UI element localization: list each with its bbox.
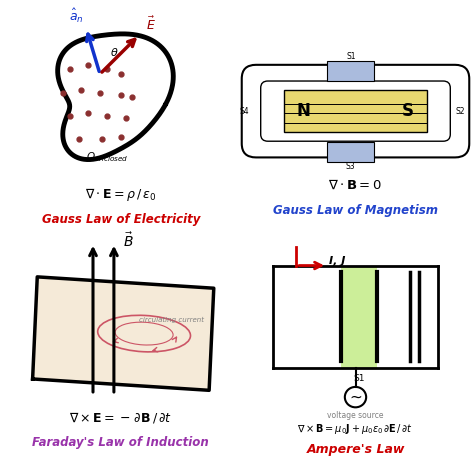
Text: $\vec{E}$: $\vec{E}$ (146, 16, 156, 33)
Text: $\nabla \times \mathbf{E} = -\,\partial\mathbf{B}\,/\,\partial t$: $\nabla \times \mathbf{E} = -\,\partial\… (69, 410, 173, 425)
Text: ~: ~ (349, 390, 362, 405)
Text: voltage source: voltage source (327, 411, 384, 420)
Bar (327, 61, 374, 81)
Text: Gauss Law of Electricity: Gauss Law of Electricity (42, 213, 200, 226)
FancyBboxPatch shape (242, 65, 469, 157)
Text: $\vec{B}$: $\vec{B}$ (123, 231, 134, 250)
Text: $Q_{enclosed}$: $Q_{enclosed}$ (86, 150, 128, 163)
Bar (284, 90, 427, 132)
Text: S: S (401, 102, 414, 120)
FancyBboxPatch shape (261, 81, 450, 141)
Text: S3: S3 (346, 162, 356, 171)
Text: S1: S1 (353, 375, 365, 383)
Text: S4: S4 (239, 106, 249, 116)
Text: $\theta$: $\theta$ (110, 45, 119, 57)
Bar (341, 265, 377, 368)
Polygon shape (33, 277, 214, 390)
Text: circulating current: circulating current (139, 317, 204, 323)
Text: I, J: I, J (329, 256, 346, 266)
Polygon shape (58, 34, 173, 160)
Text: Faraday's Law of Induction: Faraday's Law of Induction (33, 436, 209, 449)
Text: S1: S1 (346, 52, 356, 61)
Text: N: N (296, 102, 310, 120)
Text: S2: S2 (455, 106, 465, 116)
Text: $\nabla \cdot \mathbf{B} = 0$: $\nabla \cdot \mathbf{B} = 0$ (328, 178, 383, 192)
Text: $\nabla \cdot \mathbf{E} = \rho\, /\, \varepsilon_0$: $\nabla \cdot \mathbf{E} = \rho\, /\, \v… (85, 186, 156, 203)
Bar (327, 143, 374, 162)
Text: Ampere's Law: Ampere's Law (306, 443, 405, 456)
Text: Gauss Law of Magnetism: Gauss Law of Magnetism (273, 204, 438, 217)
Text: $\nabla \times\mathbf{B} = \mu_0\mathbf{J} + \mu_0\varepsilon_0\,\partial\mathbf: $\nabla \times\mathbf{B} = \mu_0\mathbf{… (298, 422, 413, 436)
Text: $\hat{a}_n$: $\hat{a}_n$ (69, 7, 84, 25)
